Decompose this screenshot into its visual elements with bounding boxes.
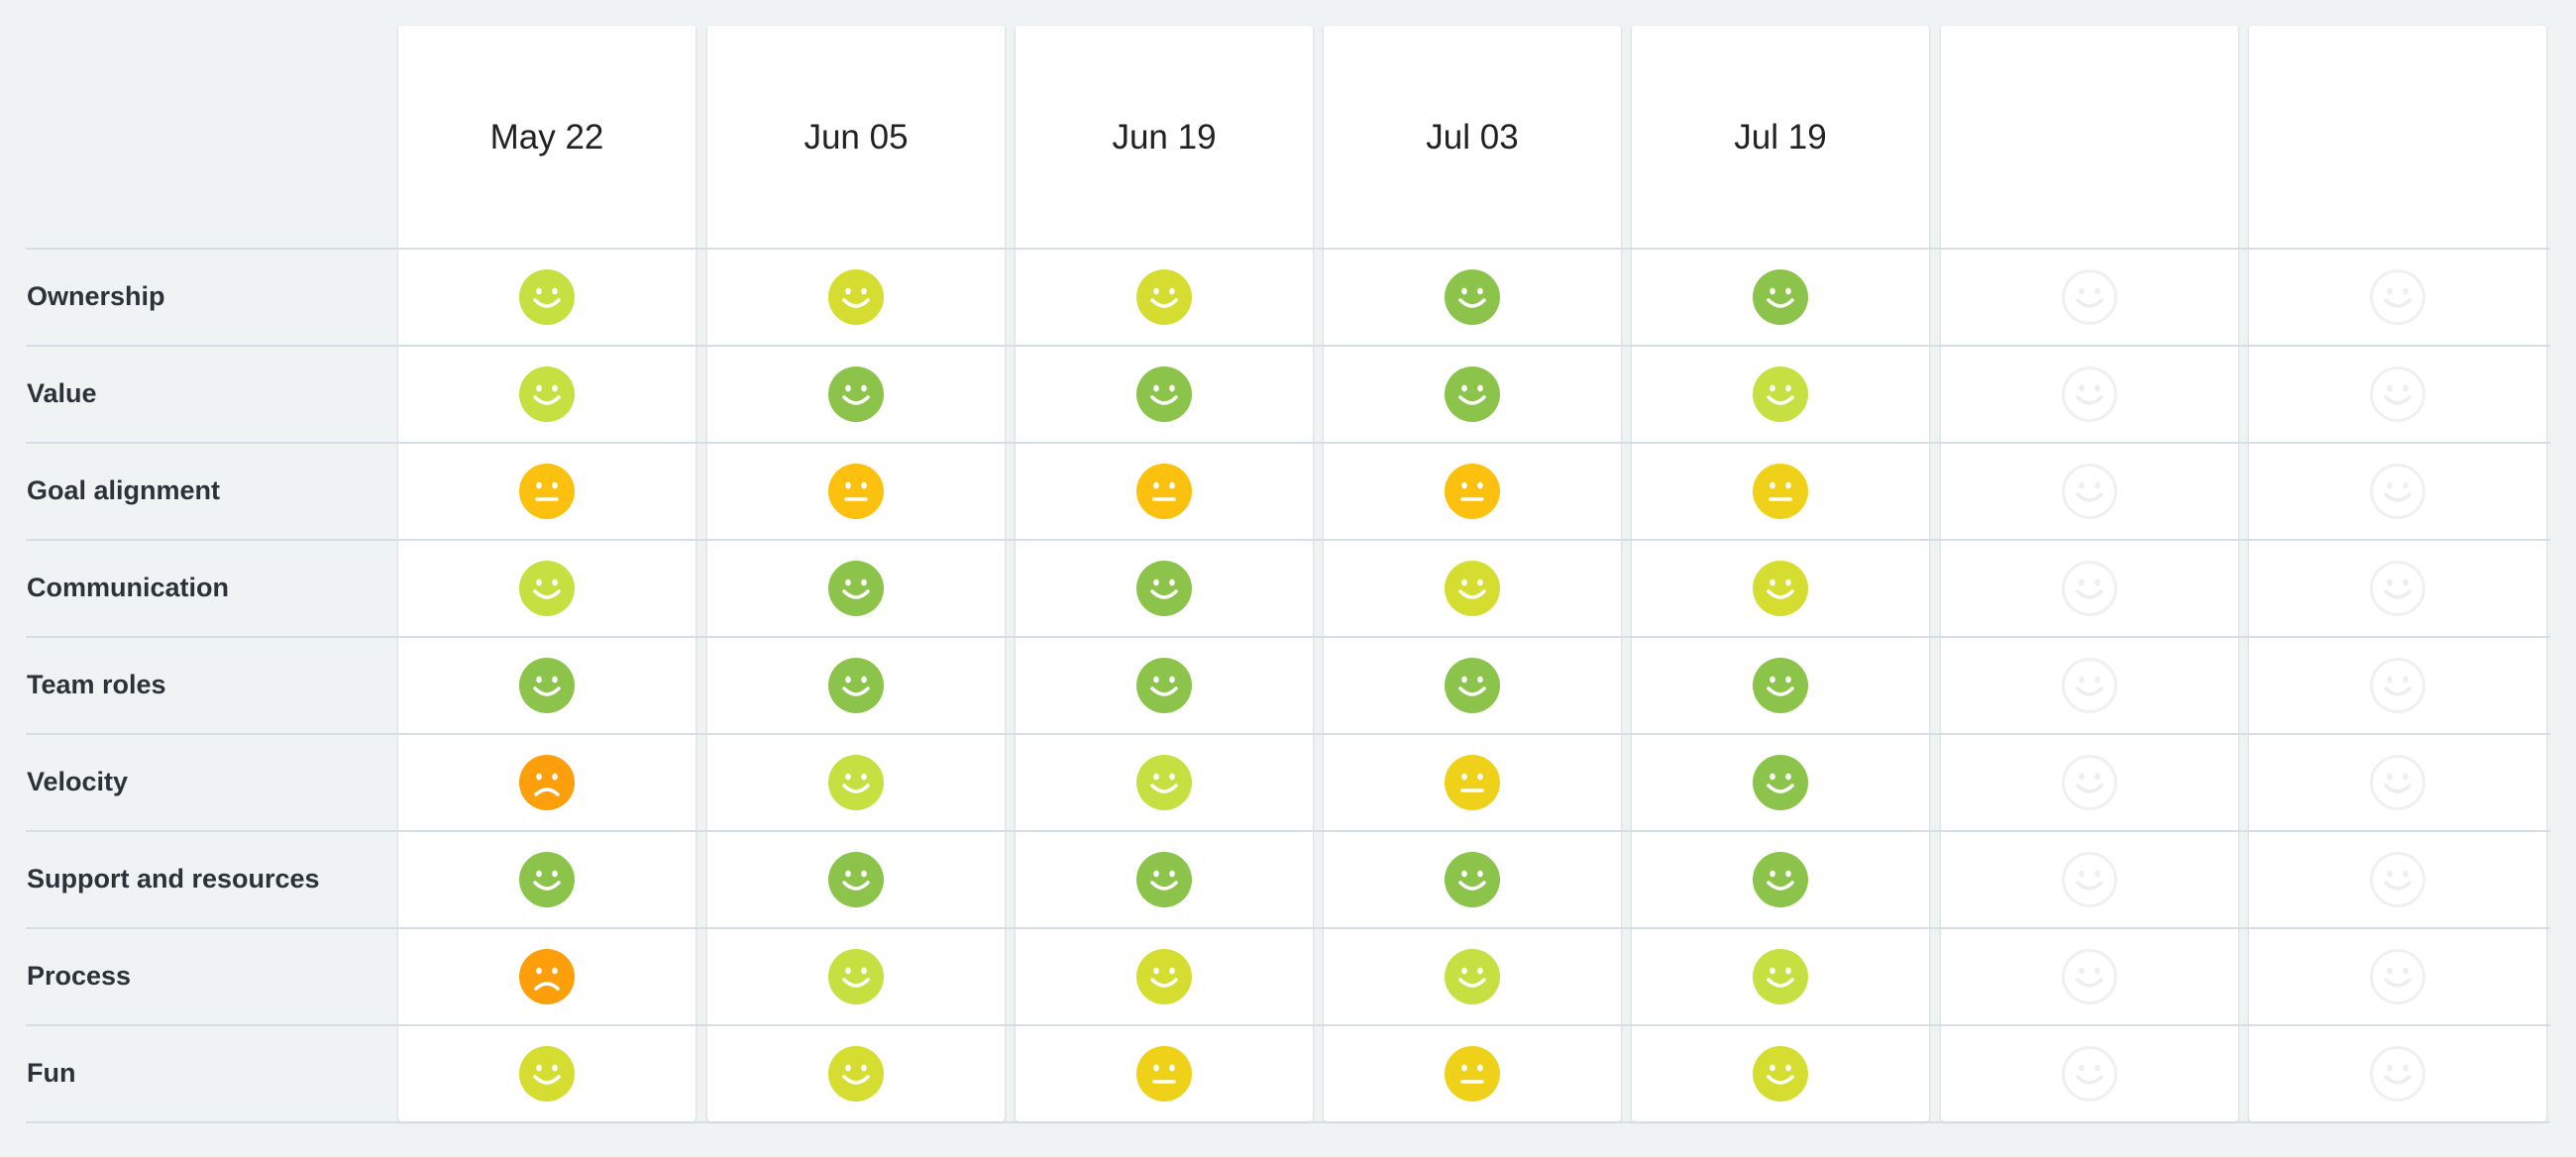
health-category-label: Goal alignment <box>27 474 221 505</box>
health-category-label: Support and resources <box>27 863 320 894</box>
empty-mood-face-icon <box>2370 367 2425 422</box>
smiling-face-icon[interactable] <box>1753 852 1808 907</box>
smiling-face-icon[interactable] <box>1445 561 1500 616</box>
smiling-face-icon[interactable] <box>1753 949 1808 1004</box>
smiling-face-icon[interactable] <box>1136 755 1192 810</box>
row-divider <box>26 733 2550 735</box>
health-category-label: Process <box>27 960 132 991</box>
smiling-face-icon[interactable] <box>519 1046 575 1102</box>
empty-mood-face-icon <box>2370 561 2425 616</box>
smiling-face-icon[interactable] <box>1753 561 1808 616</box>
neutral-face-icon[interactable] <box>1136 1046 1192 1102</box>
row-divider <box>26 442 2550 444</box>
row-divider <box>26 1121 2550 1123</box>
neutral-face-icon[interactable] <box>1445 464 1500 519</box>
smiling-face-icon[interactable] <box>1136 658 1192 713</box>
smiling-face-icon[interactable] <box>1445 949 1500 1004</box>
frowning-face-icon[interactable] <box>519 949 575 1004</box>
smiling-face-icon[interactable] <box>519 852 575 907</box>
smiling-face-icon[interactable] <box>828 561 884 616</box>
smiling-face-icon[interactable] <box>1753 755 1808 810</box>
smiling-face-icon[interactable] <box>828 658 884 713</box>
smiling-face-icon[interactable] <box>519 561 575 616</box>
empty-mood-face-icon <box>2062 949 2117 1004</box>
smiling-face-icon[interactable] <box>1753 367 1808 422</box>
sprint-date-label <box>1941 26 2238 249</box>
sprint-date-label: Jun 05 <box>804 117 909 157</box>
smiling-face-icon[interactable] <box>1136 269 1192 325</box>
smiling-face-icon[interactable] <box>519 658 575 713</box>
sprint-date-label <box>2249 26 2546 249</box>
smiling-face-icon[interactable] <box>828 269 884 325</box>
neutral-face-icon[interactable] <box>1445 755 1500 810</box>
smiling-face-icon[interactable] <box>1136 852 1192 907</box>
row-divider <box>26 345 2550 347</box>
smiling-face-icon[interactable] <box>1753 658 1808 713</box>
smiling-face-icon[interactable] <box>519 269 575 325</box>
sprint-date-label: Jul 03 <box>1426 117 1519 157</box>
neutral-face-icon[interactable] <box>1445 1046 1500 1102</box>
sprint-column-card: Jun 05 <box>707 26 1005 1121</box>
smiling-face-icon[interactable] <box>1136 367 1192 422</box>
empty-mood-face-icon <box>2370 852 2425 907</box>
empty-mood-face-icon <box>2062 269 2117 325</box>
row-divider <box>26 636 2550 638</box>
smiling-face-icon[interactable] <box>1753 1046 1808 1102</box>
row-divider <box>26 830 2550 832</box>
smiling-face-icon[interactable] <box>1136 949 1192 1004</box>
empty-mood-face-icon <box>2062 561 2117 616</box>
smiling-face-icon[interactable] <box>828 852 884 907</box>
row-divider <box>26 1024 2550 1026</box>
health-category-label: Team roles <box>27 669 166 699</box>
smiling-face-icon[interactable] <box>1445 852 1500 907</box>
smiling-face-icon[interactable] <box>828 1046 884 1102</box>
empty-mood-face-icon <box>2370 755 2425 810</box>
sprint-date-label: Jul 19 <box>1734 117 1827 157</box>
row-divider <box>26 539 2550 541</box>
smiling-face-icon[interactable] <box>828 949 884 1004</box>
neutral-face-icon[interactable] <box>828 464 884 519</box>
health-category-label: Velocity <box>27 766 129 796</box>
empty-mood-face-icon <box>2370 949 2425 1004</box>
smiling-face-icon[interactable] <box>1445 269 1500 325</box>
neutral-face-icon[interactable] <box>1136 464 1192 519</box>
empty-mood-face-icon <box>2062 1046 2117 1102</box>
smiling-face-icon[interactable] <box>1445 658 1500 713</box>
smiling-face-icon[interactable] <box>1136 561 1192 616</box>
smiling-face-icon[interactable] <box>828 367 884 422</box>
smiling-face-icon[interactable] <box>828 755 884 810</box>
health-category-label: Ownership <box>27 280 165 311</box>
neutral-face-icon[interactable] <box>1753 464 1808 519</box>
row-divider <box>26 927 2550 929</box>
health-category-label: Value <box>27 377 97 408</box>
sprint-date-label: Jun 19 <box>1112 117 1217 157</box>
neutral-face-icon[interactable] <box>519 464 575 519</box>
empty-mood-face-icon <box>2062 658 2117 713</box>
empty-mood-face-icon <box>2062 755 2117 810</box>
smiling-face-icon[interactable] <box>519 367 575 422</box>
health-category-label: Communication <box>27 572 230 602</box>
sprint-column-card <box>1941 26 2238 1121</box>
empty-mood-face-icon <box>2062 852 2117 907</box>
frowning-face-icon[interactable] <box>519 755 575 810</box>
sprint-column-card <box>2249 26 2546 1121</box>
empty-mood-face-icon <box>2370 658 2425 713</box>
smiling-face-icon[interactable] <box>1445 367 1500 422</box>
empty-mood-face-icon <box>2062 464 2117 519</box>
sprint-date-label: May 22 <box>489 117 604 157</box>
health-category-label: Fun <box>27 1057 76 1088</box>
row-divider <box>26 248 2550 250</box>
empty-mood-face-icon <box>2062 367 2117 422</box>
smiling-face-icon[interactable] <box>1753 269 1808 325</box>
empty-mood-face-icon <box>2370 464 2425 519</box>
empty-mood-face-icon <box>2370 269 2425 325</box>
empty-mood-face-icon <box>2370 1046 2425 1102</box>
